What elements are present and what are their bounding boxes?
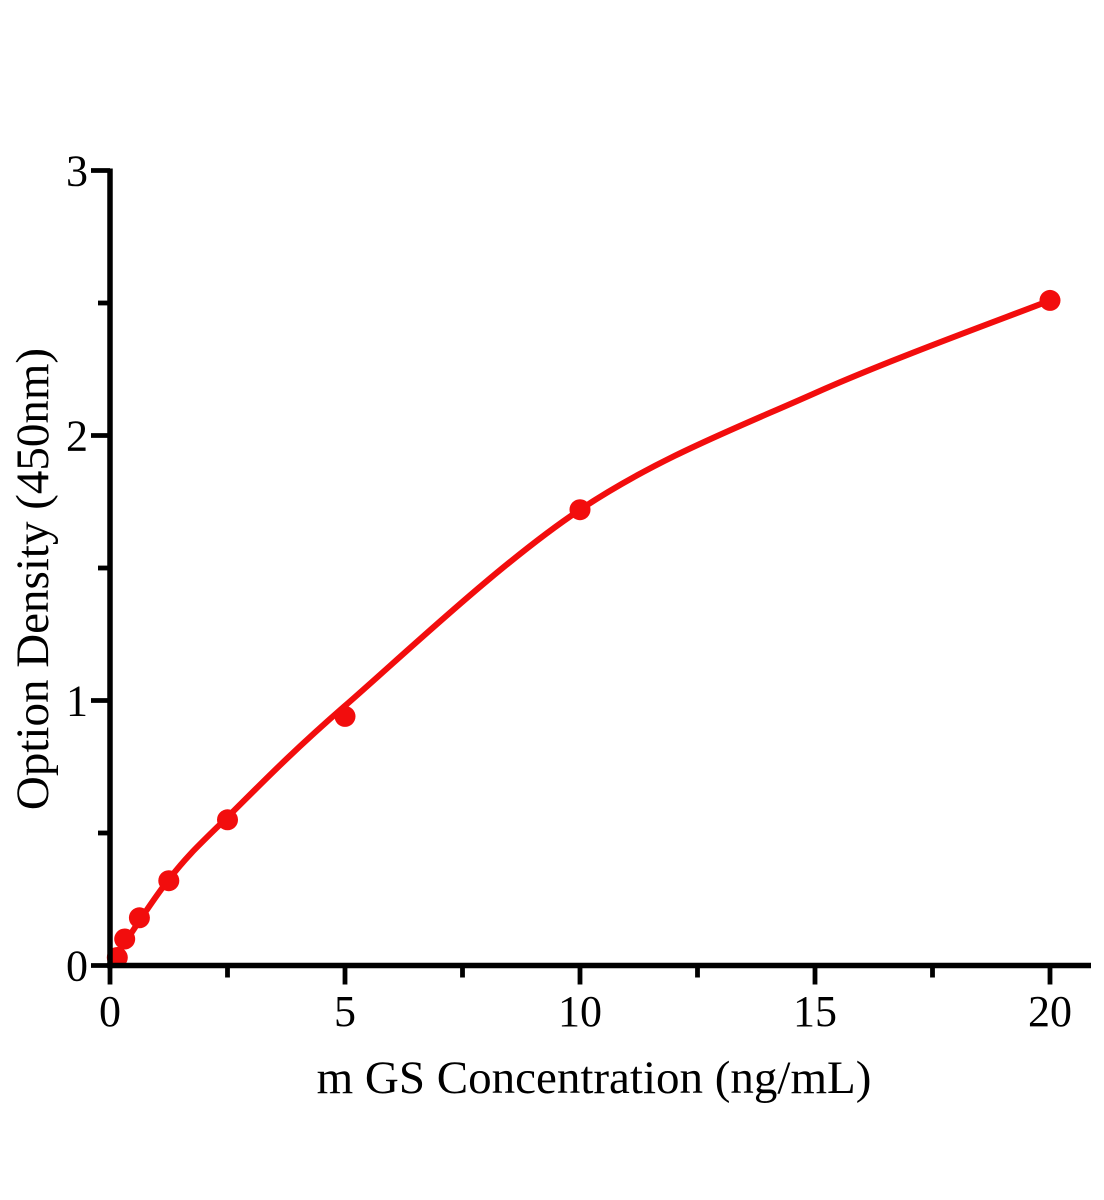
data-point xyxy=(217,809,238,831)
x-tick-label: 5 xyxy=(334,987,356,1036)
y-tick-label: 1 xyxy=(66,677,88,726)
data-point xyxy=(114,928,136,950)
data-points-layer xyxy=(106,289,1061,968)
y-tick-label: 3 xyxy=(66,147,88,196)
x-tick-label: 10 xyxy=(558,987,602,1036)
axes-layer xyxy=(91,168,1091,985)
data-point xyxy=(128,907,150,929)
y-axis-title: Option Density (450nm) xyxy=(7,348,59,810)
tick-labels-layer: 0 5 10 15 20 0 1 2 3 xyxy=(66,147,1072,1037)
x-axis-title: m GS Concentration (ng/mL) xyxy=(317,1052,872,1104)
x-tick-label: 0 xyxy=(99,987,121,1036)
fit-curve xyxy=(107,297,1053,969)
fit-curve-layer xyxy=(107,297,1053,969)
data-point xyxy=(158,870,180,892)
data-point xyxy=(569,499,591,521)
x-tick-label: 20 xyxy=(1028,987,1072,1036)
data-point xyxy=(334,705,356,727)
y-tick-label: 0 xyxy=(66,942,88,991)
x-tick-label: 15 xyxy=(793,987,837,1036)
y-tick-label: 2 xyxy=(66,412,88,461)
data-point xyxy=(1039,289,1061,311)
